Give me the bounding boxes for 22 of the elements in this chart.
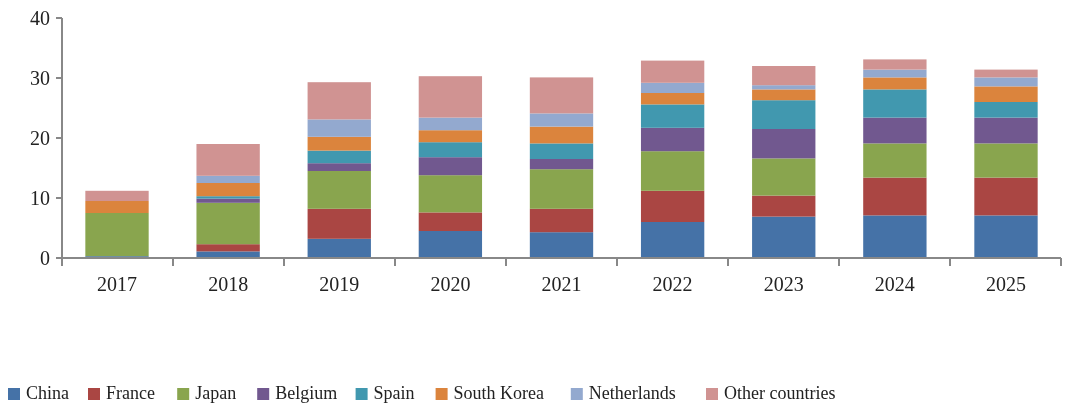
x-tick-label: 2017 (97, 273, 138, 295)
y-tick-label: 10 (30, 187, 50, 209)
legend-label: Other countries (724, 383, 836, 403)
y-tick-label: 30 (30, 67, 50, 89)
legend-label: Belgium (275, 383, 338, 403)
x-tick-label: 2025 (985, 273, 1026, 295)
y-tick-label: 20 (30, 127, 50, 149)
x-tick-label: 2019 (319, 273, 360, 295)
legend-label: South Korea (453, 383, 545, 403)
y-tick-label: 0 (40, 247, 50, 269)
x-tick-label: 2018 (208, 273, 249, 295)
x-tick-label: 2020 (430, 273, 471, 295)
x-tick-label: 2022 (652, 273, 693, 295)
x-tick-label: 2024 (874, 273, 915, 295)
y-tick-label: 40 (30, 7, 50, 29)
legend-label: China (26, 383, 70, 403)
legend-label: Spain (373, 383, 415, 403)
legend-label: Netherlands (588, 383, 676, 403)
legend-label: France (106, 383, 155, 403)
x-tick-label: 2023 (763, 273, 804, 295)
x-tick-label: 2021 (541, 273, 582, 295)
legend-label: Japan (195, 383, 237, 403)
